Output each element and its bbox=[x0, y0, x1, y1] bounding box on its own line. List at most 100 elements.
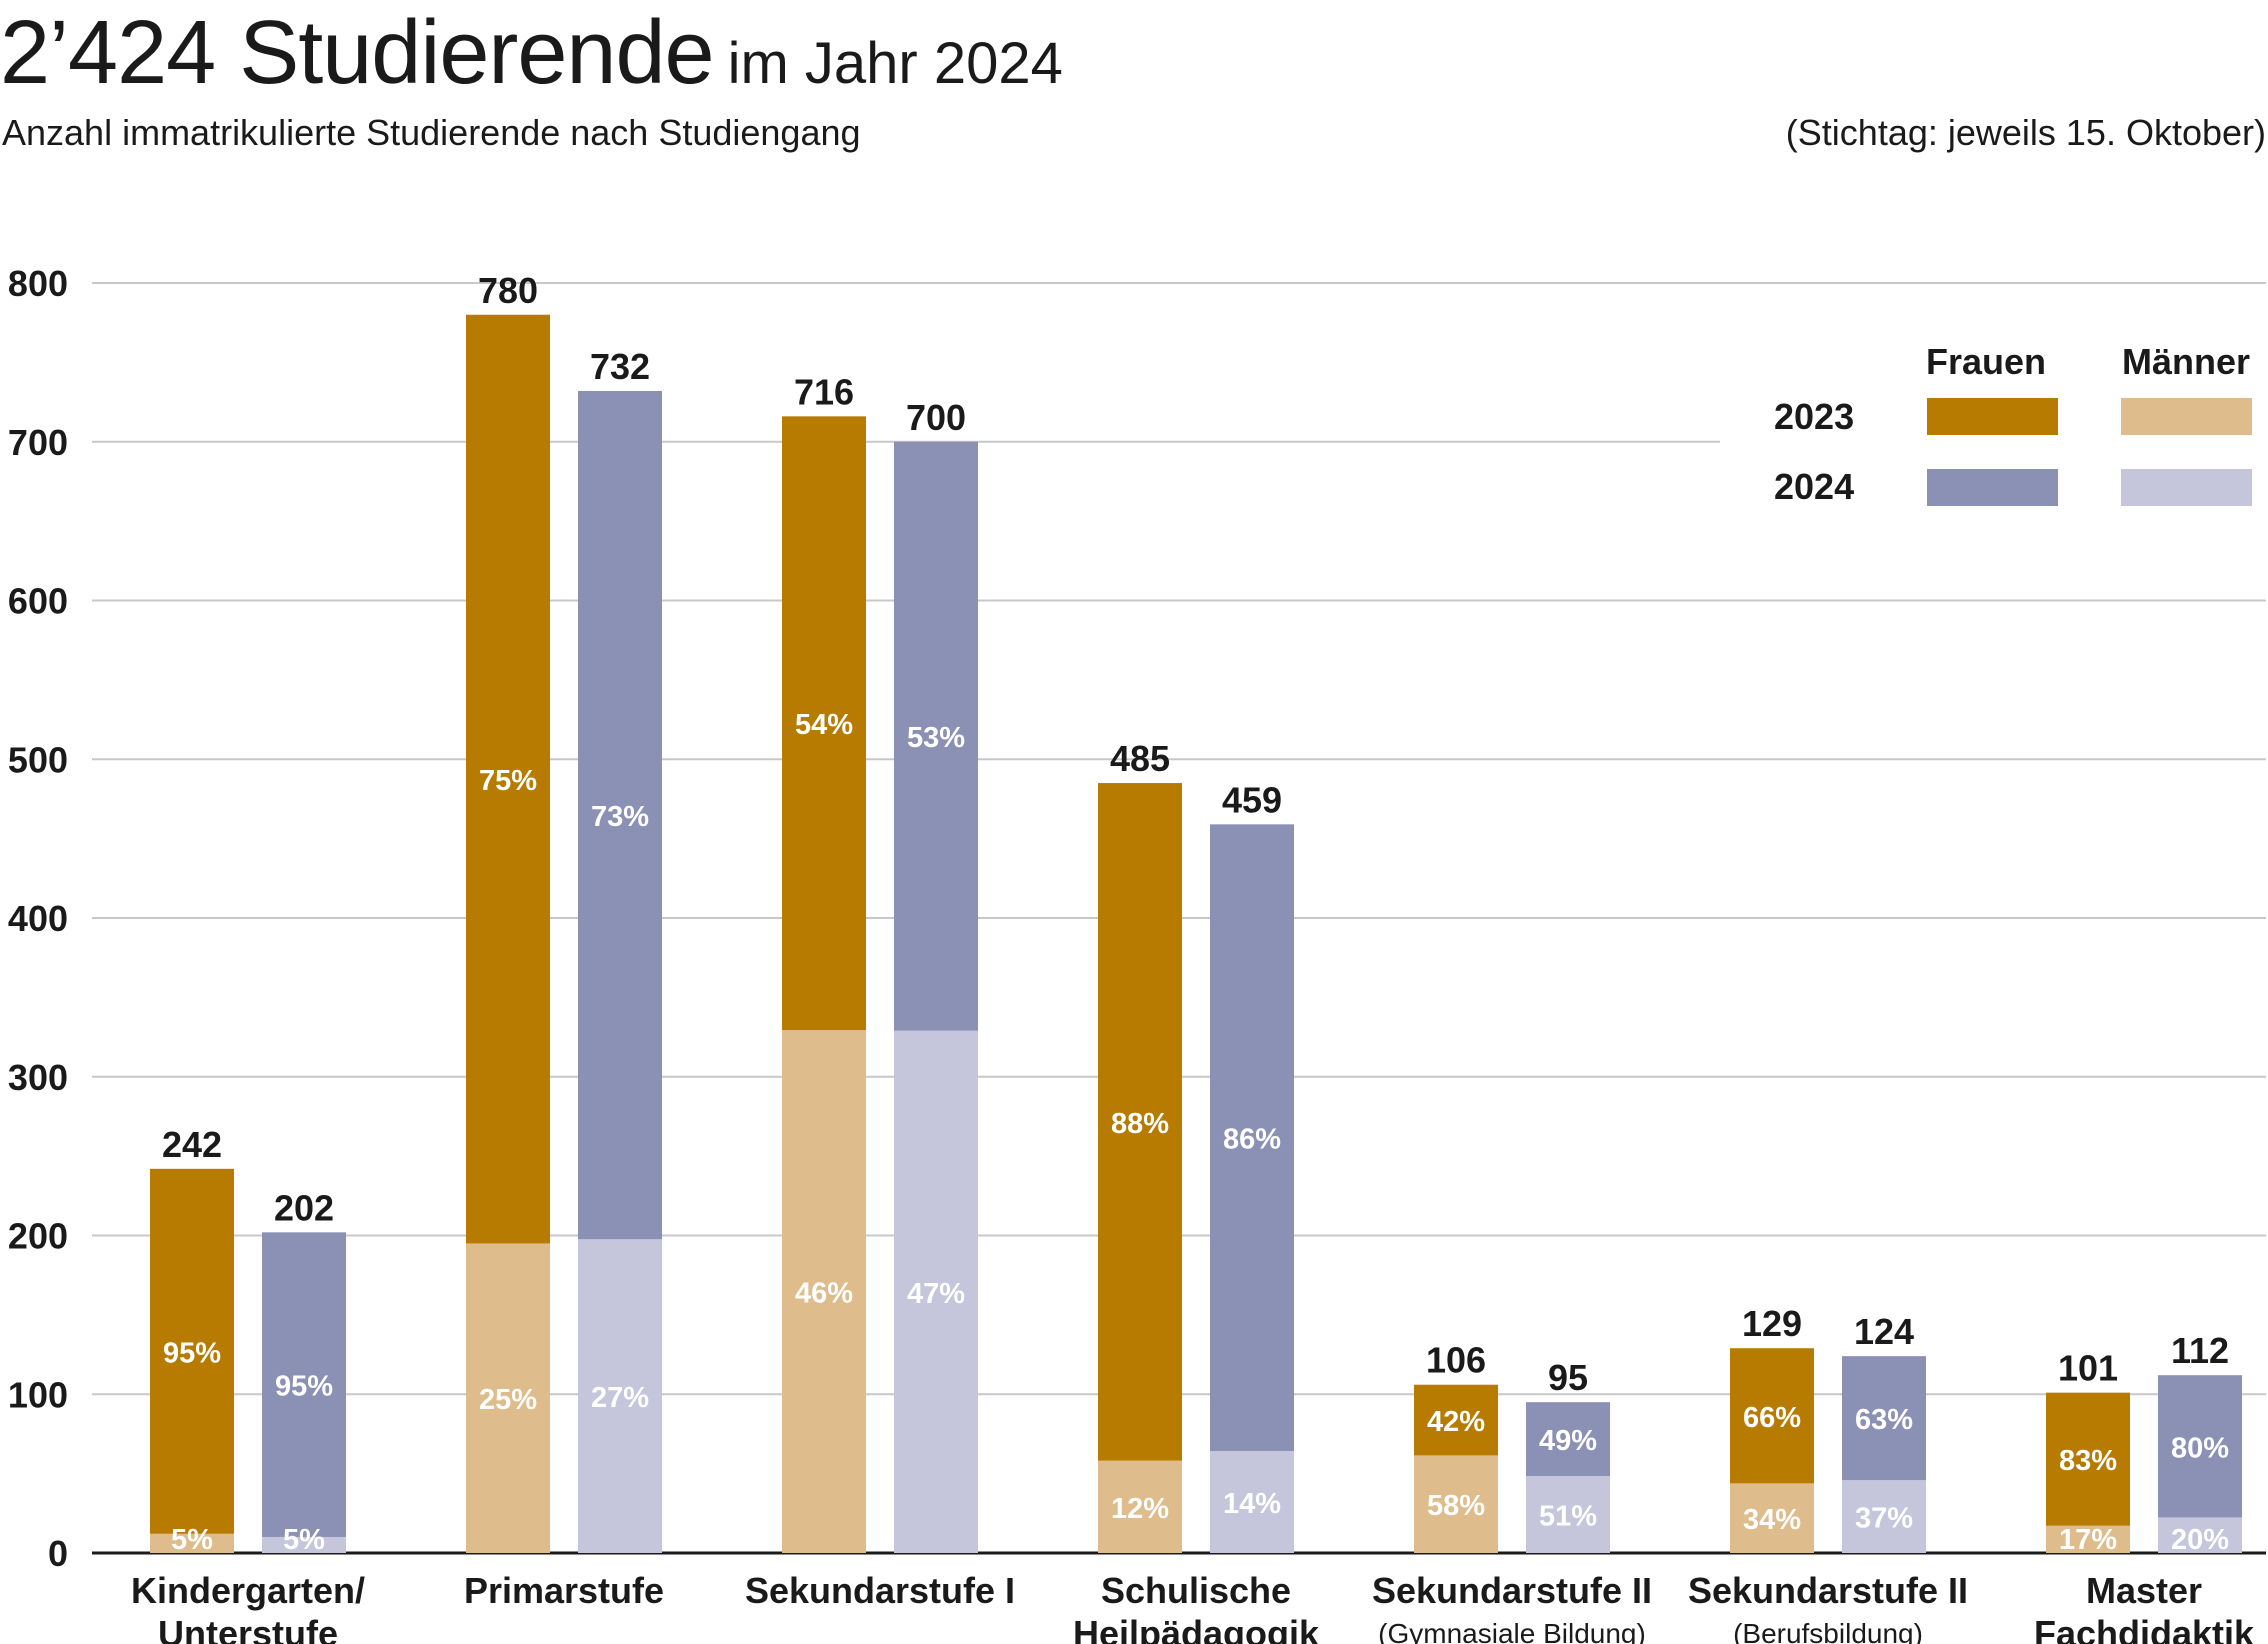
bar-women-2023 bbox=[150, 1168, 234, 1534]
total-label: 732 bbox=[590, 346, 650, 387]
men-pct-label: 17% bbox=[2059, 1524, 2117, 1556]
women-pct-label: 95% bbox=[275, 1371, 333, 1403]
men-pct-label: 14% bbox=[1223, 1488, 1281, 1520]
category-label: Schulische bbox=[1101, 1570, 1291, 1611]
bar-men-2024 bbox=[894, 1030, 978, 1553]
y-tick-label: 100 bbox=[8, 1374, 68, 1415]
total-label: 716 bbox=[794, 371, 854, 412]
category-label: Primarstufe bbox=[464, 1570, 664, 1611]
title-sub: im Jahr 2024 bbox=[727, 31, 1063, 96]
category-label: Sekundarstufe II bbox=[1372, 1570, 1652, 1611]
y-tick-label: 800 bbox=[8, 263, 68, 304]
legend-header-women: Frauen bbox=[1926, 341, 2046, 382]
bar-men-2024 bbox=[1210, 1450, 1294, 1553]
category-label: Sekundarstufe II bbox=[1688, 1570, 1968, 1611]
bar-men-2024 bbox=[1842, 1480, 1926, 1553]
men-pct-label: 34% bbox=[1743, 1504, 1801, 1536]
women-pct-label: 54% bbox=[795, 709, 853, 741]
total-label: 124 bbox=[1854, 1311, 1914, 1352]
y-tick-label: 0 bbox=[48, 1533, 68, 1574]
bar-women-2024 bbox=[1842, 1356, 1926, 1481]
bar-women-2023 bbox=[782, 416, 866, 1031]
bar-women-2023 bbox=[1098, 783, 1182, 1461]
bar-men-2023 bbox=[1098, 1460, 1182, 1553]
bar-women-2024 bbox=[1210, 824, 1294, 1451]
men-pct-label: 46% bbox=[795, 1278, 853, 1310]
men-pct-label: 58% bbox=[1427, 1490, 1485, 1522]
category-label-line2: Unterstufe bbox=[158, 1613, 338, 1644]
category-label: Sekundarstufe I bbox=[745, 1570, 1015, 1611]
legend-swatch-men-2024 bbox=[2121, 469, 2252, 506]
bar-men-2024 bbox=[1526, 1476, 1610, 1553]
category-label-line2: Heilpädagogik bbox=[1073, 1613, 1320, 1644]
category-label: Kindergarten/ bbox=[131, 1570, 365, 1611]
category-label-line2: Fachdidaktik bbox=[2034, 1613, 2255, 1644]
women-pct-label: 86% bbox=[1223, 1124, 1281, 1156]
bar-men-2023 bbox=[1414, 1455, 1498, 1553]
women-pct-label: 49% bbox=[1539, 1425, 1597, 1457]
y-tick-label: 700 bbox=[8, 422, 68, 463]
men-pct-label: 37% bbox=[1855, 1503, 1913, 1535]
y-tick-label: 600 bbox=[8, 581, 68, 622]
bar-men-2024 bbox=[262, 1536, 346, 1553]
women-pct-label: 53% bbox=[907, 722, 965, 754]
y-tick-label: 400 bbox=[8, 898, 68, 939]
bar-men-2023 bbox=[1730, 1483, 1814, 1553]
women-pct-label: 66% bbox=[1743, 1402, 1801, 1434]
legend-row-2023: 2023 bbox=[1774, 396, 1854, 437]
total-label: 459 bbox=[1222, 779, 1282, 820]
bar-men-2023 bbox=[2046, 1525, 2130, 1553]
y-tick-label: 500 bbox=[8, 739, 68, 780]
bar-women-2023 bbox=[1414, 1384, 1498, 1456]
women-pct-label: 88% bbox=[1111, 1108, 1169, 1140]
total-label: 95 bbox=[1548, 1357, 1588, 1398]
women-pct-label: 42% bbox=[1427, 1406, 1485, 1438]
legend-swatch-women-2024 bbox=[1927, 469, 2058, 506]
bar-women-2023 bbox=[466, 314, 550, 1244]
chart-subtitle: Anzahl immatrikulierte Studierende nach … bbox=[2, 112, 861, 153]
men-pct-label: 5% bbox=[283, 1524, 325, 1556]
men-pct-label: 5% bbox=[171, 1524, 213, 1556]
women-pct-label: 83% bbox=[2059, 1445, 2117, 1477]
women-pct-label: 75% bbox=[479, 765, 537, 797]
bar-women-2024 bbox=[894, 441, 978, 1031]
women-pct-label: 73% bbox=[591, 801, 649, 833]
bar-women-2023 bbox=[1730, 1348, 1814, 1484]
bar-men-2024 bbox=[2158, 1517, 2242, 1553]
total-label: 129 bbox=[1742, 1303, 1802, 1344]
category-label: Master bbox=[2086, 1570, 2202, 1611]
men-pct-label: 12% bbox=[1111, 1493, 1169, 1525]
bar-women-2024 bbox=[1526, 1402, 1610, 1477]
men-pct-label: 25% bbox=[479, 1384, 537, 1416]
legend-row-2024: 2024 bbox=[1774, 466, 1854, 507]
chart-note: (Stichtag: jeweils 15. Oktober) bbox=[1785, 112, 2266, 153]
bar-men-2023 bbox=[782, 1030, 866, 1553]
bar-women-2023 bbox=[2046, 1392, 2130, 1526]
legend-header-men: Männer bbox=[2122, 341, 2250, 382]
bar-men-2023 bbox=[150, 1533, 234, 1553]
women-pct-label: 63% bbox=[1855, 1404, 1913, 1436]
men-pct-label: 20% bbox=[2171, 1524, 2229, 1556]
legend-swatch-women-2023 bbox=[1927, 398, 2058, 435]
men-pct-label: 47% bbox=[907, 1278, 965, 1310]
total-label: 106 bbox=[1426, 1340, 1486, 1381]
total-label: 242 bbox=[162, 1124, 222, 1165]
total-label: 101 bbox=[2058, 1348, 2118, 1389]
legend-swatch-men-2023 bbox=[2121, 398, 2252, 435]
bar-women-2024 bbox=[2158, 1375, 2242, 1518]
category-sublabel: (Berufsbildung) bbox=[1733, 1618, 1923, 1644]
y-tick-label: 300 bbox=[8, 1057, 68, 1098]
total-label: 485 bbox=[1110, 738, 1170, 779]
category-sublabel: (Gymnasiale Bildung) bbox=[1378, 1618, 1646, 1644]
total-label: 700 bbox=[906, 397, 966, 438]
title-main: 2’424 Studierende bbox=[0, 3, 715, 103]
bar-men-2023 bbox=[466, 1243, 550, 1553]
bar-women-2024 bbox=[262, 1232, 346, 1537]
total-label: 112 bbox=[2171, 1330, 2229, 1371]
y-tick-label: 200 bbox=[8, 1216, 68, 1257]
total-label: 780 bbox=[478, 270, 538, 311]
women-pct-label: 80% bbox=[2171, 1432, 2229, 1464]
men-pct-label: 27% bbox=[591, 1382, 649, 1414]
chart-title: 2’424 Studierende im Jahr 2024 bbox=[0, 2, 1063, 105]
